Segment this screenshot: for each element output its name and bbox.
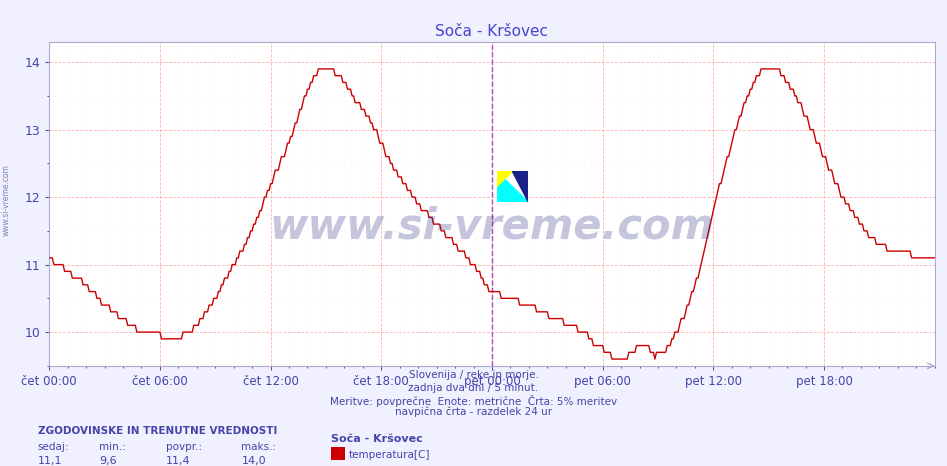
Text: sedaj:: sedaj: (38, 442, 69, 452)
Title: Soča - Kršovec: Soča - Kršovec (436, 24, 548, 40)
Text: zadnja dva dni / 5 minut.: zadnja dva dni / 5 minut. (408, 383, 539, 392)
Text: www.si-vreme.com: www.si-vreme.com (2, 164, 11, 236)
Text: navpična črta - razdelek 24 ur: navpična črta - razdelek 24 ur (395, 407, 552, 418)
Text: 11,1: 11,1 (38, 456, 63, 466)
Text: ZGODOVINSKE IN TRENUTNE VREDNOSTI: ZGODOVINSKE IN TRENUTNE VREDNOSTI (38, 426, 277, 436)
Text: 11,4: 11,4 (166, 456, 190, 466)
Text: 14,0: 14,0 (241, 456, 266, 466)
Text: 9,6: 9,6 (99, 456, 117, 466)
Polygon shape (497, 171, 512, 187)
Text: povpr.:: povpr.: (166, 442, 202, 452)
Text: Slovenija / reke in morje.: Slovenija / reke in morje. (408, 370, 539, 380)
Text: Soča - Kršovec: Soča - Kršovec (331, 434, 423, 444)
Text: Meritve: povprečne  Enote: metrične  Črta: 5% meritev: Meritve: povprečne Enote: metrične Črta:… (330, 395, 617, 407)
Text: maks.:: maks.: (241, 442, 277, 452)
Polygon shape (512, 171, 528, 202)
Text: temperatura[C]: temperatura[C] (348, 450, 430, 459)
Text: www.si-vreme.com: www.si-vreme.com (270, 206, 714, 247)
Text: min.:: min.: (99, 442, 126, 452)
Polygon shape (497, 171, 528, 202)
